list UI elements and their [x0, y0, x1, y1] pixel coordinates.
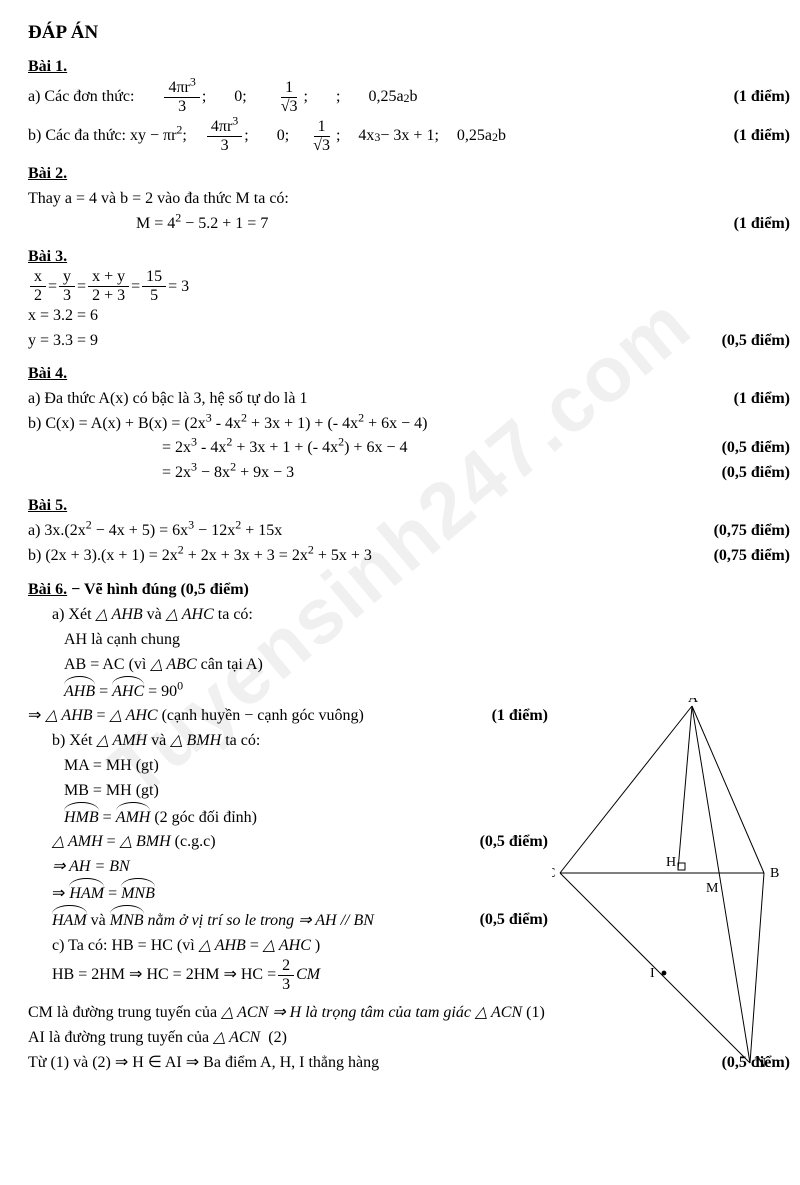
- den: 3: [174, 98, 190, 115]
- bai4-a: a) Đa thức A(x) có bậc là 3, hệ số tự do…: [28, 387, 790, 412]
- bai6-head: Bài 6.: [28, 581, 67, 598]
- bai6-c1: c) Ta có: HB = HC (vì △ AHB = △ AHC ): [52, 934, 548, 959]
- score: (0,75 điểm): [704, 544, 790, 569]
- bai6-head-row: Bài 6. − Vẽ hình đúng (0,5 điểm): [28, 578, 790, 603]
- svg-text:H: H: [666, 855, 676, 870]
- bai3-eq: x2 = y3 = x + y2 + 3 = 155 = 3: [28, 269, 790, 304]
- bai5-b: b) (2x + 3).(x + 1) = 2x2 + 2x + 3x + 3 …: [28, 544, 790, 569]
- score: (1 điểm): [724, 85, 790, 110]
- bai3-head: Bài 3.: [28, 245, 790, 270]
- bai1-a: a) Các đơn thức: 4πr3 3 ; 0; 1 √3 ; ; 0,…: [28, 80, 790, 115]
- page-title: ĐÁP ÁN: [28, 18, 790, 47]
- bai6-b7: ⇒ HAM = MNB: [52, 880, 548, 907]
- bai6-a3: AB = AC (vì △ ABC cân tại A): [64, 653, 548, 678]
- bai6-b1: b) Xét △ AMH và △ BMH ta có:: [52, 729, 548, 754]
- score: (1 điểm): [724, 124, 790, 149]
- bai5-a: a) 3x.(2x2 − 4x + 5) = 6x3 − 12x2 + 15x …: [28, 519, 790, 544]
- bai1-b: b) Các đa thức: xy − πr2; 4πr3 3 ; 0; 1 …: [28, 119, 790, 154]
- score: (0,5 điểm): [712, 461, 790, 486]
- bai6-b5: △ AMH = △ BMH (c.g.c) (0,5 điểm): [28, 830, 548, 855]
- bai4-b3: = 2x3 − 8x2 + 9x − 3 (0,5 điểm): [28, 461, 790, 486]
- bai6-head-rest: − Vẽ hình đúng (0,5 điểm): [71, 581, 249, 598]
- svg-text:C: C: [552, 866, 555, 881]
- svg-text:M: M: [706, 881, 719, 896]
- score: (0,5 điểm): [470, 908, 548, 933]
- sup: 3: [190, 75, 196, 89]
- num: 1: [281, 80, 297, 98]
- bai5-head: Bài 5.: [28, 494, 790, 519]
- bai2-head: Bài 2.: [28, 162, 790, 187]
- bai4-b1: b) C(x) = A(x) + B(x) = (2x3 - 4x2 + 3x …: [28, 412, 790, 437]
- score: (1 điểm): [724, 212, 790, 237]
- frac-1-sqrt3: 1 √3: [277, 80, 302, 115]
- bai6-a5: ⇒ △ AHB = △ AHC (cạnh huyền − cạnh góc v…: [28, 704, 548, 729]
- score: (1 điểm): [482, 704, 548, 729]
- bai2-l2: M = 42 − 5.2 + 1 = 7 (1 điểm): [28, 212, 790, 237]
- bai3-l3: y = 3.3 = 9 (0,5 điểm): [28, 329, 790, 354]
- zero: 0: [234, 85, 242, 110]
- term: 0,25a: [457, 124, 492, 149]
- bai1-a-pre: a) Các đơn thức:: [28, 85, 134, 110]
- score: (0,5 điểm): [712, 436, 790, 461]
- svg-text:N: N: [756, 1056, 766, 1071]
- term-b: b: [410, 85, 418, 110]
- bai6-a4: AHB = AHC = 900: [64, 678, 548, 705]
- bai6-b6: ⇒ AH = BN: [52, 855, 548, 880]
- bai1-head: Bài 1.: [28, 55, 790, 80]
- score: (0,75 điểm): [704, 519, 790, 544]
- bai6-a2: AH là cạnh chung: [64, 628, 548, 653]
- bai6-b8: HAM và MNB nằm ở vị trí so le trong ⇒ AH…: [28, 907, 548, 934]
- bai6-a1: a) Xét △ AHB và △ AHC ta có:: [52, 603, 548, 628]
- score: (0,5 điểm): [470, 830, 548, 855]
- num: 4πr: [168, 79, 189, 96]
- bai4-head: Bài 4.: [28, 362, 790, 387]
- bai2-l1: Thay a = 4 và b = 2 vào đa thức M ta có:: [28, 187, 790, 212]
- frac-1-sqrt3-b: 1 √3: [309, 119, 334, 154]
- score: (1 điểm): [724, 387, 790, 412]
- den: √3: [277, 98, 302, 115]
- svg-text:I: I: [650, 966, 655, 981]
- svg-text:A: A: [688, 698, 699, 706]
- term: 0,25a: [368, 85, 403, 110]
- bai6-b4: HMB = AMH (2 góc đối đỉnh): [64, 804, 548, 831]
- bai1-b-pre: b) Các đa thức: xy − πr2;: [28, 124, 187, 149]
- zero: 0: [277, 124, 285, 149]
- bai4-b2: = 2x3 - 4x2 + 3x + 1 + (- 4x2) + 6x − 4 …: [28, 436, 790, 461]
- bai3-l2: x = 3.2 = 6: [28, 304, 790, 329]
- frac-4pir3-3-b: 4πr3 3: [207, 119, 242, 154]
- bai6-b2: MA = MH (gt): [64, 754, 548, 779]
- geometry-figure: A B C H M N I: [552, 698, 782, 1078]
- bai6-b3: MB = MH (gt): [64, 779, 548, 804]
- score: (0,5 điểm): [712, 329, 790, 354]
- svg-text:B: B: [770, 866, 779, 881]
- frac-4pir3-3: 4πr3 3: [164, 80, 199, 115]
- poly: 4x: [358, 124, 374, 149]
